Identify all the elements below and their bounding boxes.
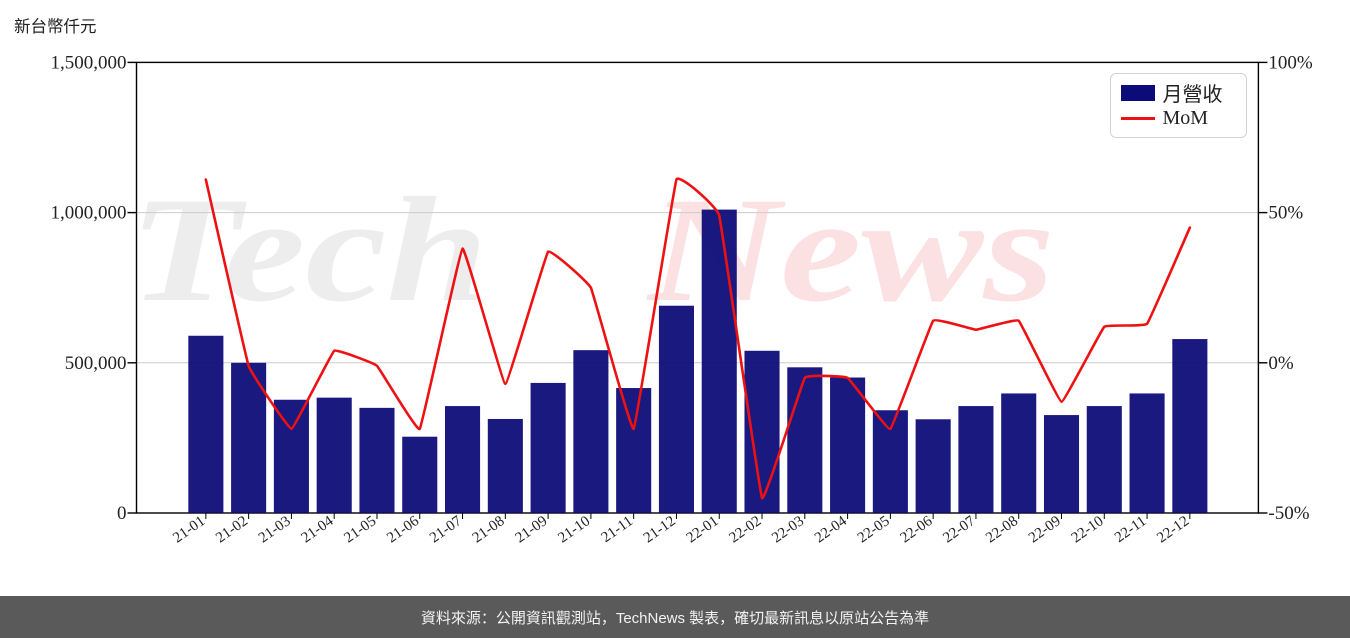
svg-text:22-06: 22-06 (898, 513, 936, 546)
svg-text:22-12: 22-12 (1154, 513, 1192, 546)
svg-text:21-01: 21-01 (170, 513, 208, 546)
svg-text:22-08: 22-08 (983, 513, 1021, 546)
svg-text:22-07: 22-07 (940, 513, 978, 546)
svg-text:21-04: 21-04 (299, 513, 337, 546)
svg-text:21-10: 21-10 (555, 513, 593, 546)
svg-text:22-02: 22-02 (726, 513, 764, 546)
svg-text:21-02: 21-02 (213, 513, 251, 546)
svg-text:21-03: 21-03 (256, 513, 294, 546)
svg-text:21-11: 21-11 (599, 513, 636, 546)
svg-text:100%: 100% (1268, 52, 1313, 73)
svg-text:1,500,000: 1,500,000 (51, 52, 127, 73)
svg-text:22-03: 22-03 (769, 513, 807, 546)
svg-text:22-10: 22-10 (1069, 513, 1107, 546)
svg-text:1,000,000: 1,000,000 (51, 203, 127, 224)
svg-text:21-09: 21-09 (513, 513, 551, 546)
svg-text:21-12: 21-12 (641, 513, 679, 546)
svg-text:21-06: 21-06 (384, 513, 422, 546)
svg-text:22-05: 22-05 (855, 513, 893, 546)
svg-text:50%: 50% (1268, 203, 1303, 224)
svg-text:21-08: 21-08 (470, 513, 508, 546)
svg-text:0: 0 (117, 503, 127, 524)
svg-text:-50%: -50% (1268, 503, 1309, 524)
svg-text:22-09: 22-09 (1026, 513, 1064, 546)
svg-text:21-05: 21-05 (341, 513, 379, 546)
svg-text:0%: 0% (1268, 353, 1294, 374)
svg-text:22-04: 22-04 (812, 513, 850, 546)
svg-text:22-01: 22-01 (684, 513, 722, 546)
svg-text:21-07: 21-07 (427, 513, 465, 546)
svg-text:22-11: 22-11 (1112, 513, 1149, 546)
svg-text:500,000: 500,000 (65, 353, 127, 374)
